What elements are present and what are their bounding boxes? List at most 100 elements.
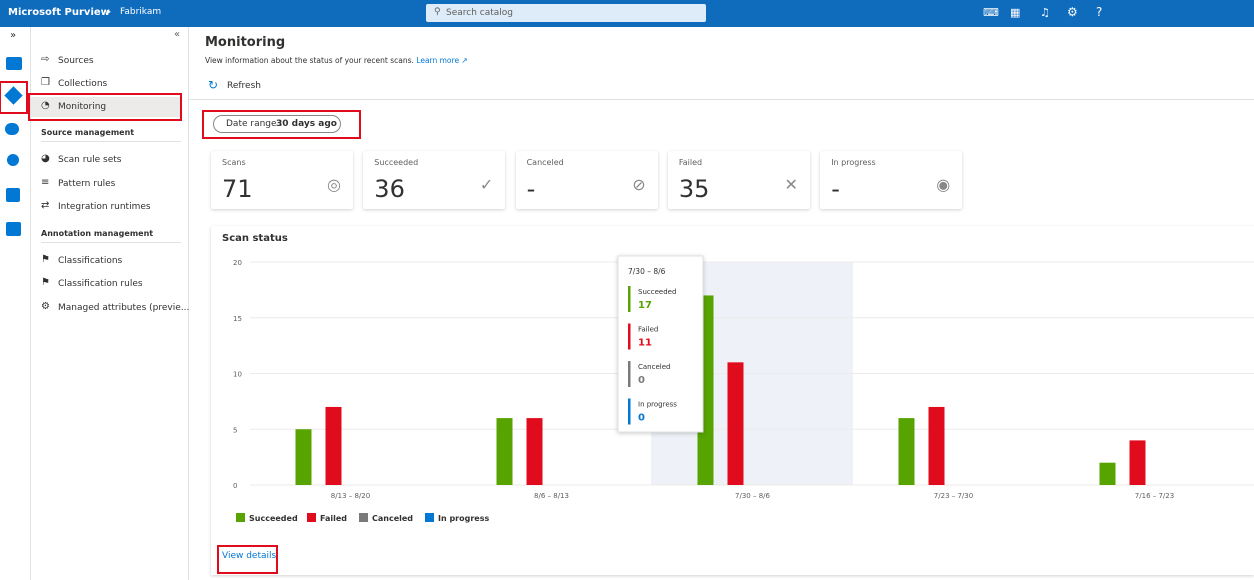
y-tick-label: 20 <box>233 259 242 267</box>
selected-bg <box>31 97 181 117</box>
highlight-box <box>217 545 278 574</box>
nav-icon: ⇨ <box>41 54 50 65</box>
x-tick-label: 7/23 – 7/30 <box>934 492 973 500</box>
page-title: Monitoring <box>205 35 286 50</box>
data-map-icon[interactable] <box>6 57 22 70</box>
date-range-label: Date range : <box>226 119 283 129</box>
tooltip-label: Canceled <box>638 363 670 371</box>
nav-item[interactable]: Classifications <box>58 255 123 266</box>
data-estate-icon[interactable] <box>5 123 19 135</box>
nav-item[interactable]: Monitoring <box>58 102 107 112</box>
tooltip-title: 7/30 – 8/6 <box>628 267 666 276</box>
nav-icon: ◕ <box>41 153 50 164</box>
card-label: Canceled <box>526 158 564 167</box>
learn-more-link[interactable]: Learn more <box>416 56 460 65</box>
tooltip-accent <box>628 361 631 387</box>
highlight-box <box>28 93 182 121</box>
tooltip-value: 11 <box>638 338 652 349</box>
legend-swatch <box>307 513 316 522</box>
bar <box>928 406 945 485</box>
tooltip-accent <box>628 286 631 312</box>
summary-card: In progress - ◉ <box>820 151 963 209</box>
nav-item[interactable]: Sources <box>58 56 94 66</box>
breadcrumb[interactable]: Fabrikam <box>120 7 162 17</box>
search-box[interactable]: ⚲ Search catalog <box>426 4 706 22</box>
nav-icon: ◔ <box>41 100 50 111</box>
divider <box>189 99 1254 100</box>
legend-swatch <box>236 513 245 522</box>
help-icon[interactable]: ? <box>1096 5 1103 19</box>
y-tick-label: 10 <box>233 371 242 379</box>
management-icon[interactable] <box>6 222 21 236</box>
page-description: View information about the status of you… <box>205 56 468 65</box>
chevron: ▸ <box>107 7 112 16</box>
bar <box>1099 462 1116 485</box>
card-label: Failed <box>678 158 703 167</box>
summary-card: Failed 35 ✕ <box>667 151 810 209</box>
refresh-button[interactable]: Refresh <box>227 81 261 91</box>
date-range-value: 30 days ago <box>276 119 337 129</box>
date-range-pill[interactable]: Date range : 30 days ago <box>213 115 341 133</box>
card-label: Succeeded <box>374 158 419 167</box>
nav-item[interactable]: Scan rule sets <box>58 155 122 165</box>
tooltip-accent <box>628 398 631 425</box>
search-placeholder: Search catalog <box>446 8 514 18</box>
nav-item[interactable]: Pattern rules <box>58 178 116 189</box>
legend-swatch <box>425 513 434 522</box>
nav-icon: ❐ <box>41 77 50 88</box>
tooltip-value: 0 <box>638 413 645 424</box>
tooltip-label: In progress <box>638 401 677 409</box>
insights-icon[interactable] <box>7 154 19 166</box>
legend-label: Failed <box>320 514 347 523</box>
card-value: 36 <box>374 175 405 203</box>
x-tick-label: 7/16 – 7/23 <box>1135 492 1174 500</box>
bar <box>295 429 312 485</box>
highlight-box <box>0 81 28 114</box>
directory-icon[interactable]: ▦ <box>1010 6 1021 19</box>
x-tick-label: 8/6 – 8/13 <box>534 492 569 500</box>
y-tick-label: 15 <box>233 315 242 323</box>
tooltip-label: Failed <box>638 326 658 334</box>
bar <box>526 418 543 485</box>
tooltip <box>617 255 704 433</box>
card-value: - <box>526 175 536 203</box>
expand-icon[interactable]: » <box>10 30 17 41</box>
nav-icon: ≡ <box>41 176 50 188</box>
bar <box>325 406 342 485</box>
tooltip-label: Succeeded <box>638 288 676 296</box>
card-label: In progress <box>831 158 876 167</box>
bar <box>727 362 744 485</box>
legend-label: In progress <box>438 514 489 523</box>
legend-label: Succeeded <box>249 514 298 523</box>
external-icon: ↗ <box>459 56 468 65</box>
nav-item[interactable]: Integration runtimes <box>58 202 151 212</box>
highlight-box <box>202 110 361 139</box>
card-value: 35 <box>678 175 710 203</box>
settings-icon[interactable]: ⚙ <box>1067 5 1078 19</box>
nav-icon: ⚙ <box>41 300 50 312</box>
search-icon: ⚲ <box>434 7 441 17</box>
section-divider <box>41 141 181 142</box>
legend-swatch <box>359 513 368 522</box>
nav-icon: ⇄ <box>41 200 50 211</box>
nav-item[interactable]: Collections <box>58 79 108 89</box>
notification-icon[interactable]: ♫ <box>1040 6 1050 19</box>
section-divider <box>41 241 181 243</box>
legend-label: Canceled <box>372 514 413 523</box>
refresh-icon[interactable]: ↻ <box>208 78 219 92</box>
policy-icon[interactable] <box>6 188 20 202</box>
card-icon: ◉ <box>936 175 951 194</box>
product-name[interactable]: Microsoft Purview <box>8 7 110 18</box>
nav-item[interactable]: Classification rules <box>58 279 143 289</box>
collapse-icon[interactable]: « <box>174 29 181 40</box>
feedback-icon[interactable]: ⌨ <box>983 6 999 19</box>
card-value: - <box>831 175 840 203</box>
chart-title: Scan status <box>222 233 288 244</box>
card-label: Scans <box>222 158 246 167</box>
view-details-link[interactable]: View details <box>222 551 277 561</box>
card-icon: ◎ <box>327 175 341 194</box>
nav-item[interactable]: Managed attributes (previe... <box>58 302 190 313</box>
tooltip-value: 0 <box>638 375 645 386</box>
